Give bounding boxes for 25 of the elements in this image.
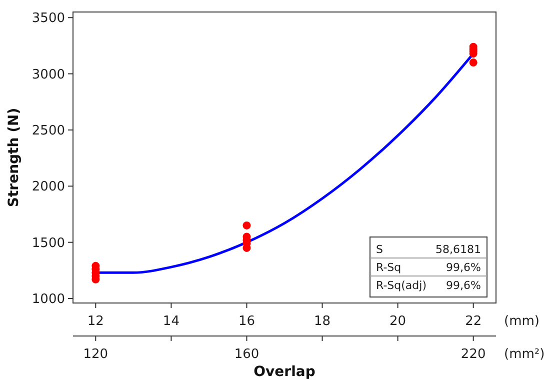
x-tick-label: 14 — [162, 314, 180, 329]
y-axis-title: Strength (N) — [6, 108, 22, 208]
y-tick-label: 2500 — [32, 124, 65, 139]
x-tick-label: 22 — [465, 314, 482, 329]
x-axis-title: (mm) — [504, 314, 540, 329]
annotation: R-Sq — [376, 261, 402, 274]
y-tick-label: 1500 — [32, 236, 65, 251]
annotation: R-Sq(adj) — [376, 279, 426, 292]
annotation: 99,6% — [446, 279, 481, 292]
y-tick-label: 1000 — [32, 292, 65, 308]
x2-tick-label: 160 — [234, 347, 260, 362]
x2-tick-label: 220 — [460, 347, 486, 362]
annotation: S — [376, 243, 383, 256]
y-tick-label: 2000 — [32, 180, 65, 195]
x-tick-label: 16 — [238, 314, 256, 329]
y-tick-label: 3000 — [32, 67, 65, 82]
x-tick-label: 20 — [390, 314, 406, 329]
text: Overlap — [254, 364, 316, 380]
x-tick-label: 12 — [87, 314, 104, 329]
y-tick-label: 3500 — [32, 11, 65, 26]
x2-axis-title: (mm²) — [504, 347, 545, 362]
x2-tick-label: 120 — [83, 347, 108, 362]
x-tick-label: 18 — [314, 314, 331, 329]
annotation: 99,6% — [446, 261, 481, 274]
annotation: 58,6181 — [436, 243, 481, 256]
